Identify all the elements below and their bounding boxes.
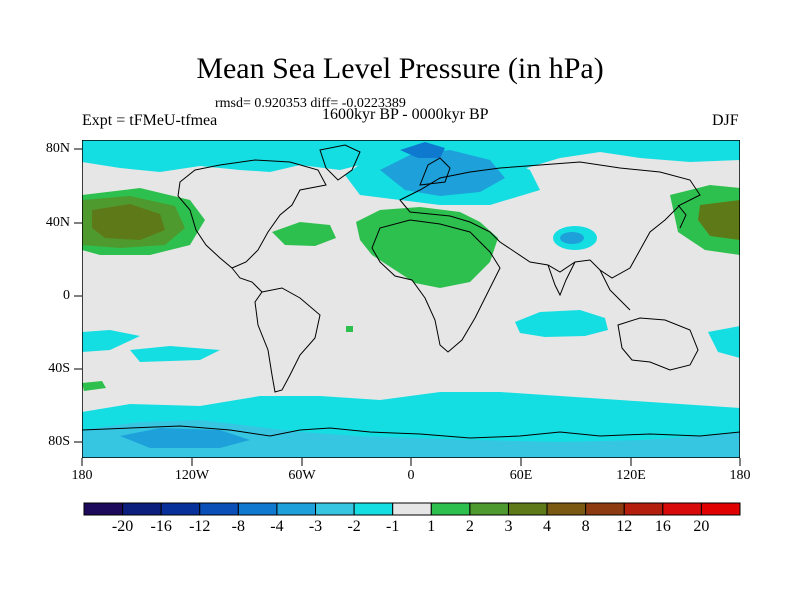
experiment-label: Expt = tFMeU-tfmea <box>82 112 218 129</box>
lon-label-60w: 60W <box>288 468 316 483</box>
stats-label: rmsd= 0.920353 diff= -0.0223389 <box>215 96 406 111</box>
lat-label-80n: 80N <box>45 141 70 156</box>
colorbar-label: 12 <box>616 518 633 535</box>
lon-label-180-left: 180 <box>71 468 93 483</box>
anomaly-region-npacific-olive-right <box>698 200 740 240</box>
lat-label-0: 0 <box>63 288 70 303</box>
lat-label-80s: 80S <box>48 434 70 449</box>
anomaly-region-tibet-blue <box>560 232 584 244</box>
anomaly-region-s-pacific-cyan <box>130 346 220 362</box>
coast-greenland <box>319 144 361 181</box>
coast-india <box>547 261 576 297</box>
colorbar-label: 20 <box>693 518 710 535</box>
colorbar-label: -4 <box>270 518 284 535</box>
anomaly-region-small-green <box>346 326 353 332</box>
lat-label-40n: 40N <box>45 215 70 230</box>
axis-ticks <box>74 148 741 466</box>
lon-label-120e: 120E <box>616 468 646 483</box>
season-label: DJF <box>712 112 739 129</box>
colorbar-label: 16 <box>654 518 671 535</box>
anomaly-region-antarctic-blue <box>82 420 740 458</box>
colorbar-label: 2 <box>465 518 474 535</box>
colorbar-label: 4 <box>543 518 552 535</box>
colorbar-label: 3 <box>504 518 513 535</box>
anomaly-region-europe-deep <box>400 142 445 158</box>
colorbar-label: 8 <box>581 518 590 535</box>
lon-label-180-right: 180 <box>729 468 751 483</box>
coast-south-america <box>254 287 321 393</box>
coast-japan <box>677 204 687 229</box>
lat-label-40s: 40S <box>48 361 70 376</box>
anomaly-region-europe-blue <box>380 150 505 196</box>
anomaly-region-atlantic-green <box>272 222 336 246</box>
anomaly-region-antarctic-deep <box>120 428 250 448</box>
anomaly-region-africa-green <box>356 207 498 288</box>
coast-scandinavia <box>419 157 451 186</box>
colorbar-label: -1 <box>386 518 400 535</box>
lon-label-60e: 60E <box>509 468 533 483</box>
anomaly-region-sw-pacific-cyan <box>82 330 140 352</box>
lon-label-120w: 120W <box>174 468 210 483</box>
period-label: 1600kyr BP - 0000kyr BP <box>322 106 489 123</box>
colorbar-label: -20 <box>111 518 134 535</box>
lon-label-0: 0 <box>407 468 415 483</box>
coast-eurasia <box>399 161 701 279</box>
colorbar-label: -16 <box>150 518 172 535</box>
coast-australia <box>617 317 699 371</box>
anomaly-region-npacific-brown-left <box>92 204 165 240</box>
coastlines <box>82 144 740 439</box>
anomaly-region-e-pacific-cyan <box>708 326 740 358</box>
anomaly-region-indian-cyan <box>515 310 608 337</box>
coast-central-america <box>231 267 263 293</box>
colorbar-label: -3 <box>308 518 323 535</box>
colorbar-label: -2 <box>347 518 361 535</box>
coast-africa <box>371 219 501 353</box>
colorbar-label: -8 <box>231 518 245 535</box>
map-field <box>82 140 740 458</box>
anomaly-region-s-atlantic-green <box>82 381 106 391</box>
colorbar-label: 1 <box>427 518 436 535</box>
coast-antarctica <box>82 425 740 439</box>
map-title: Mean Sea Level Pressure (in hPa) <box>196 52 604 85</box>
colorbar-label: -12 <box>189 518 211 535</box>
coast-southeast-asia <box>599 269 631 311</box>
coast-north-america <box>177 159 327 269</box>
